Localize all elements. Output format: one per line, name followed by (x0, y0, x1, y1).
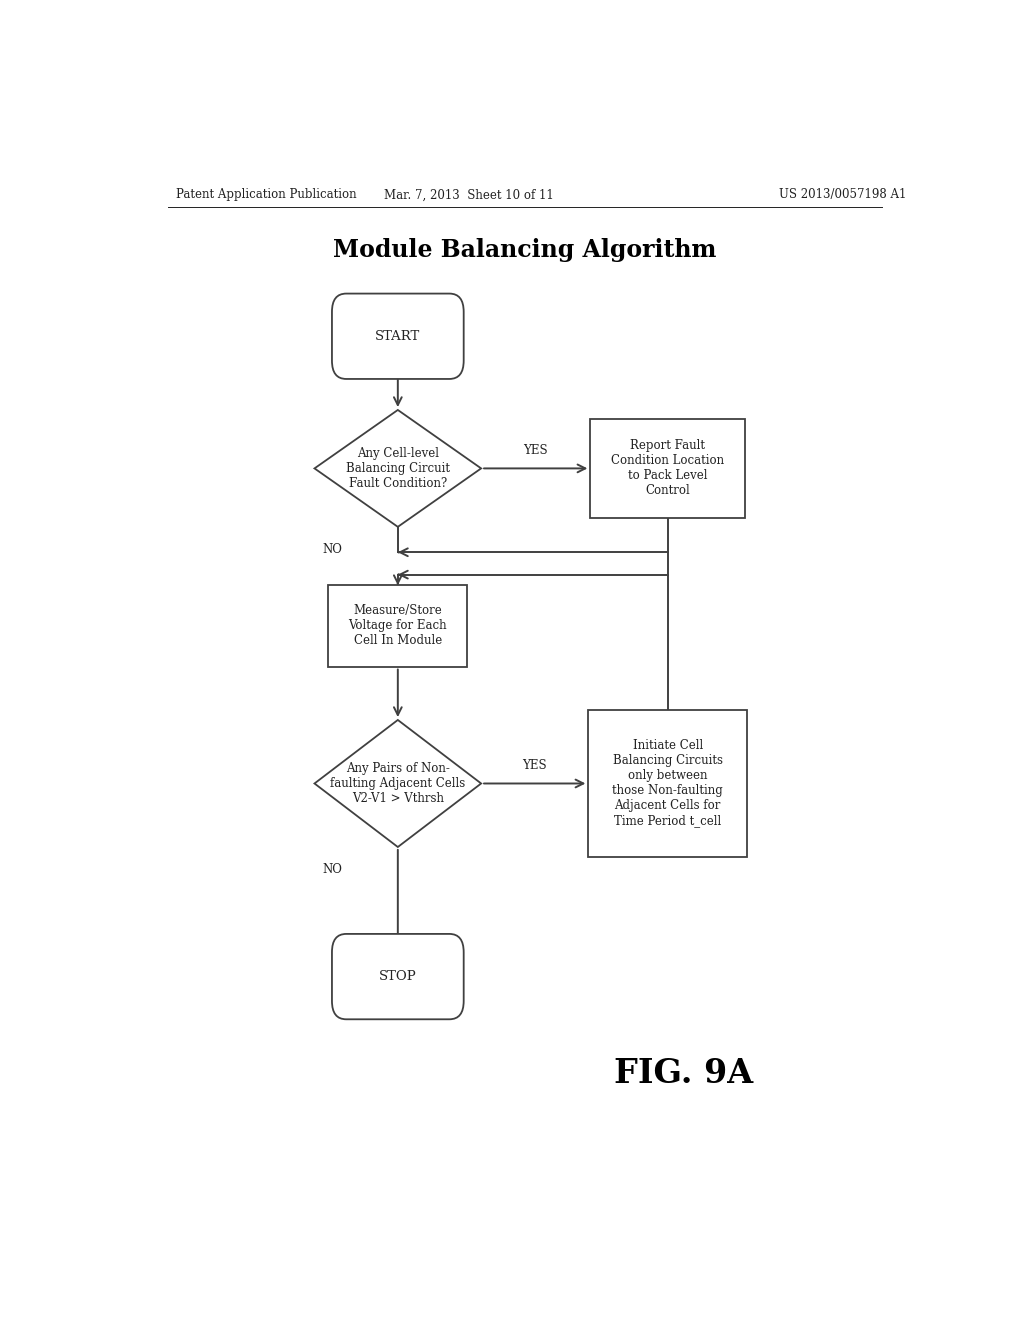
Bar (588, 710, 748, 857)
Text: Any Cell-level
Balancing Circuit
Fault Condition?: Any Cell-level Balancing Circuit Fault C… (346, 447, 450, 490)
Text: YES: YES (523, 444, 548, 457)
Text: STOP: STOP (379, 970, 417, 983)
Text: Any Pairs of Non-
faulting Adjacent Cells
V2-V1 > Vthrsh: Any Pairs of Non- faulting Adjacent Cell… (330, 762, 466, 805)
Bar (329, 585, 467, 667)
Text: Patent Application Publication: Patent Application Publication (176, 189, 356, 202)
Text: FIG. 9A: FIG. 9A (614, 1056, 753, 1090)
Text: Measure/Store
Voltage for Each
Cell In Module: Measure/Store Voltage for Each Cell In M… (348, 605, 447, 647)
Text: Report Fault
Condition Location
to Pack Level
Control: Report Fault Condition Location to Pack … (611, 440, 724, 498)
Text: US 2013/0057198 A1: US 2013/0057198 A1 (778, 189, 906, 202)
Text: START: START (375, 330, 421, 343)
Polygon shape (314, 411, 481, 527)
Text: NO: NO (323, 543, 342, 556)
Text: YES: YES (522, 759, 547, 772)
Bar (590, 418, 745, 519)
Text: NO: NO (323, 863, 342, 876)
Text: Module Balancing Algorithm: Module Balancing Algorithm (333, 238, 717, 261)
FancyBboxPatch shape (332, 293, 464, 379)
Text: Initiate Cell
Balancing Circuits
only between
those Non-faulting
Adjacent Cells : Initiate Cell Balancing Circuits only be… (612, 739, 723, 828)
Polygon shape (314, 719, 481, 847)
Text: Mar. 7, 2013  Sheet 10 of 11: Mar. 7, 2013 Sheet 10 of 11 (384, 189, 554, 202)
FancyBboxPatch shape (332, 935, 464, 1019)
